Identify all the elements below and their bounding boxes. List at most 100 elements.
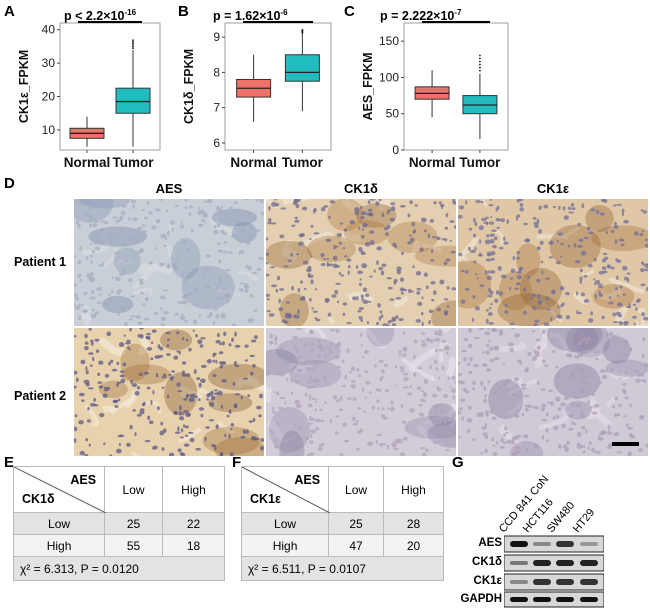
y-axis-label: AES_FPKM [361,52,375,120]
table-f-header-high: High [383,466,444,513]
outlier-point [132,47,134,50]
col-title-ck1d: CK1δ [344,181,378,196]
band [510,580,528,584]
pvalue-a-exp: -16 [124,8,137,17]
table-e-cell: 22 [162,512,225,535]
band [510,561,528,565]
contingency-table-f: AES CK1ε Low High Low 25 28 High 47 20 χ… [240,466,444,581]
table-e-header-low: Low [104,466,164,513]
y-tick-label: 40 [42,23,56,37]
band [580,542,598,546]
col-title-ck1e: CK1ε [536,181,570,196]
panel-label-d: D [4,175,15,192]
y-tick-label: 6 [213,136,220,150]
panel-label-b: B [178,3,189,20]
outlier-point [132,40,134,43]
blot-strip-aes [504,535,604,553]
panel-label-g: G [452,454,464,471]
table-f-stat: χ² = 6.511, P = 0.0107 [241,556,444,581]
y-tick-label: 20 [42,90,56,104]
band [510,597,528,602]
box [284,54,320,82]
boxplot-c: 0 50 100 150 AES_FPKM Normal Tumor [361,21,509,170]
y-tick-label: 8 [213,65,220,79]
y-axis-label: CK1δ_FPKM [182,49,196,124]
blot-strip-ck1e [504,573,604,591]
table-e-stat: χ² = 6.313, P = 0.0120 [13,556,225,581]
wb-label-ck1d: CK1δ [472,556,502,568]
wb-label-ck1e: CK1ε [473,575,502,587]
table-f-cell: 25 [328,512,385,535]
x-tick-label: Tumor [282,155,324,170]
ihc-image-p2-aes [74,328,264,456]
band [580,597,598,602]
outlier-point [479,66,481,69]
outlier-point [132,39,134,42]
contingency-table-e: AES CK1δ Low High Low 25 22 High 55 18 χ… [12,466,225,581]
table-f-col-var: AES [294,473,321,487]
outlier-point [479,69,481,72]
band [533,597,551,602]
pvalue-b-text: p = 1.62×10 [213,9,281,24]
pvalue-b-exp: -6 [280,8,288,17]
y-tick-label: 7 [213,101,220,115]
band [533,579,551,585]
boxplot-b: 6 7 8 9 CK1δ_FPKM Normal Tumor [182,21,332,170]
table-e-row-label: High [12,534,106,557]
band [510,541,528,547]
band [556,597,574,602]
outlier-point [479,57,481,60]
lane-label: HT29 [570,506,598,535]
table-f-cell: 28 [383,512,444,535]
table-e-cell: 25 [104,512,164,535]
table-f-row-label: Low [240,512,330,535]
table-e-row-var: CK1δ [22,492,55,506]
y-tick-label: 50 [386,107,400,121]
panel-label-a: A [4,3,15,20]
band [556,560,574,566]
wb-label-aes: AES [478,537,502,549]
table-f-cell: 47 [328,534,385,557]
table-f-cell: 20 [383,534,444,557]
boxplot-a: 10 20 30 40 CK1ε_FPKM Normal Tumor [17,21,161,170]
table-e-row-label: Low [12,512,106,535]
scale-bar [612,442,639,446]
outlier-point [132,42,134,45]
band [533,560,551,566]
y-tick-label: 10 [42,123,56,137]
ihc-image-p2-ck1e [458,328,648,456]
western-blot [504,535,604,608]
y-tick-label: 30 [42,56,56,70]
x-tick-label: Normal [64,155,111,170]
y-tick-label: 150 [379,34,399,48]
ihc-image-p1-ck1e [458,199,648,326]
x-tick-label: Tumor [113,155,155,170]
pvalue-c-text: p = 2.222×10 [380,9,455,24]
blot-strip-ck1d [504,554,604,572]
panel-label-f: F [232,454,242,471]
table-f-header-low: Low [328,466,385,513]
outlier-point [132,45,134,48]
table-e-col-var: AES [70,473,97,487]
col-title-aes: AES [155,181,183,196]
x-tick-label: Tumor [459,155,501,170]
table-e-cell: 18 [162,534,225,557]
panel-label-e: E [4,454,15,471]
table-e-corner: AES CK1δ [12,466,106,513]
table-f-corner: AES CK1ε [240,466,330,513]
band [556,541,574,547]
outlier-point [132,44,134,46]
y-tick-label: 100 [379,70,399,84]
table-f-row-var: CK1ε [250,492,281,506]
row-title-patient1: Patient 1 [14,255,67,269]
wb-label-gapdh: GAPDH [460,593,502,605]
table-f-row-label: High [240,534,330,557]
y-tick-label: 0 [392,143,399,157]
band [556,579,574,585]
ihc-image-p2-ck1d [266,328,456,456]
y-axis-label: CK1ε_FPKM [17,50,31,123]
pvalue-c: p = 2.222×10-7 [380,8,462,23]
outlier-point [479,60,481,63]
box [115,87,151,114]
panel-label-c: C [344,3,355,20]
